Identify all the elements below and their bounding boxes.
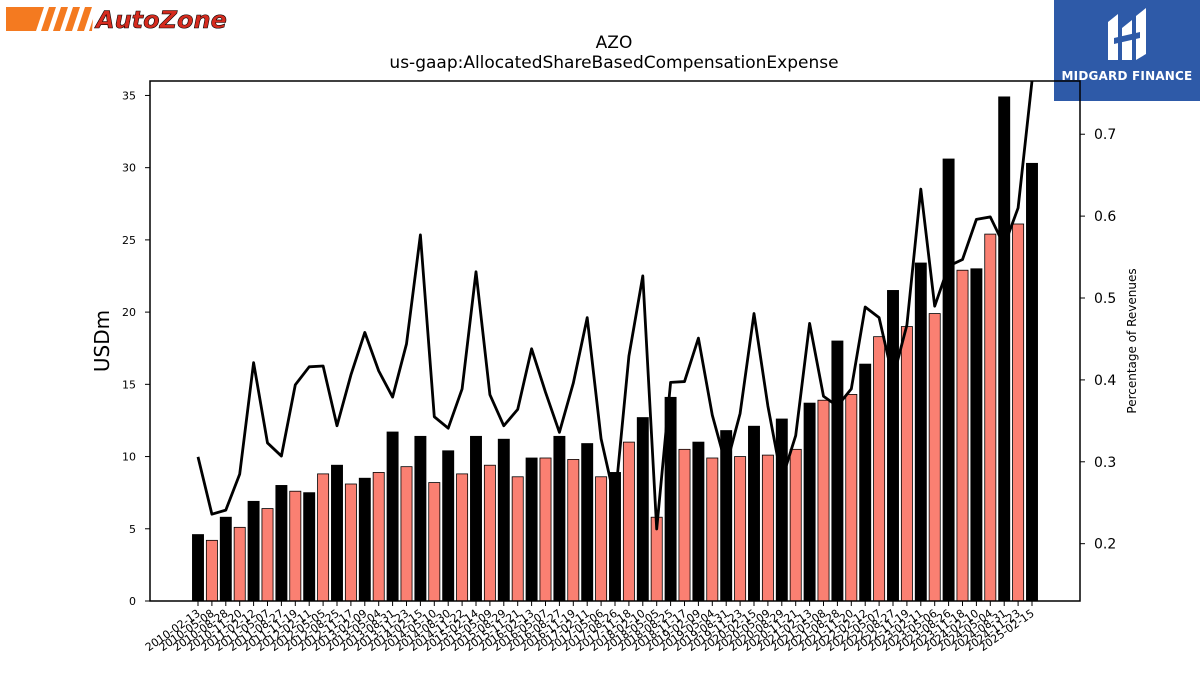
- bar: [539, 457, 552, 602]
- bar: [942, 158, 955, 602]
- bar: [622, 441, 635, 602]
- bar: [428, 482, 441, 602]
- bar: [400, 466, 413, 602]
- bar: [706, 457, 719, 602]
- y-tick-label: 5: [129, 523, 136, 536]
- y-tick-label: 15: [122, 378, 136, 391]
- line-series-group: [196, 81, 1034, 531]
- bar: [914, 262, 927, 602]
- bar: [998, 96, 1011, 602]
- bar: [456, 473, 469, 602]
- y-tick-label: 10: [122, 451, 136, 464]
- y2-tick-label: 0.4: [1094, 373, 1116, 389]
- y2-tick-label: 0.7: [1094, 127, 1116, 143]
- midgard-finance-logo: MIDGARD FINANCE: [1054, 0, 1200, 101]
- y-tick-label: 0: [129, 595, 136, 608]
- bar: [386, 431, 399, 602]
- bar: [595, 476, 608, 602]
- bar: [317, 473, 330, 602]
- midgard-logo-text: MIDGARD FINANCE: [1061, 69, 1193, 83]
- bar: [734, 456, 747, 602]
- bar: [900, 326, 913, 602]
- bar: [414, 435, 427, 602]
- bar: [233, 526, 246, 602]
- bar: [678, 448, 691, 602]
- bar: [219, 516, 232, 602]
- bar: [956, 269, 969, 602]
- y2-axis-label: Percentage of Revenues: [1125, 268, 1139, 413]
- y-tick-label: 35: [122, 89, 136, 102]
- bar: [1026, 162, 1038, 602]
- chart-subtitle: us-gaap:AllocatedShareBasedCompensationE…: [389, 53, 838, 73]
- bar: [887, 290, 899, 602]
- bar: [275, 485, 288, 602]
- y-axis-label: USDm: [90, 310, 114, 372]
- bar: [789, 448, 802, 602]
- bar: [928, 313, 941, 602]
- bar: [817, 399, 830, 602]
- bar: [372, 472, 385, 602]
- bar: [970, 268, 983, 602]
- bar: [567, 459, 580, 602]
- y-tick-label: 20: [122, 306, 136, 319]
- bar: [525, 457, 538, 602]
- bar: [984, 233, 997, 602]
- bar: [303, 492, 316, 602]
- bar: [511, 476, 524, 602]
- autozone-logo: AutoZone: [6, 6, 227, 34]
- bar-series: [192, 96, 1038, 602]
- bar: [873, 336, 886, 602]
- bar: [442, 450, 455, 602]
- bar: [553, 435, 566, 602]
- bar: [483, 464, 496, 602]
- bar: [192, 534, 204, 602]
- autozone-stripes: [6, 7, 97, 31]
- bar: [803, 402, 816, 602]
- chart-title: AZO: [596, 33, 633, 53]
- bar: [692, 441, 705, 602]
- bar: [761, 454, 774, 602]
- bar: [831, 340, 844, 602]
- bar: [581, 443, 594, 602]
- autozone-logo-text: AutoZone: [94, 6, 227, 34]
- y-tick-label: 25: [122, 234, 136, 247]
- y2-tick-label: 0.3: [1094, 455, 1116, 471]
- y2-tick-label: 0.2: [1094, 537, 1116, 553]
- bar: [289, 490, 302, 602]
- bar: [247, 500, 260, 602]
- bar: [470, 435, 482, 602]
- y2-tick-label: 0.5: [1094, 291, 1116, 307]
- bar: [344, 483, 357, 602]
- midgard-logo-icon: [1108, 8, 1146, 60]
- bar: [205, 539, 218, 602]
- bar: [775, 418, 788, 602]
- y2-tick-label: 0.6: [1094, 209, 1116, 225]
- bar: [261, 508, 274, 602]
- bar: [497, 438, 510, 602]
- bar: [358, 477, 371, 602]
- bar: [331, 464, 343, 602]
- bar: [636, 417, 649, 602]
- bar: [1012, 223, 1025, 602]
- bar: [845, 394, 858, 602]
- bar: [859, 363, 872, 602]
- line-series-percentage-of-revenues: [196, 81, 1034, 531]
- bar: [748, 425, 760, 602]
- y-tick-label: 30: [122, 162, 136, 175]
